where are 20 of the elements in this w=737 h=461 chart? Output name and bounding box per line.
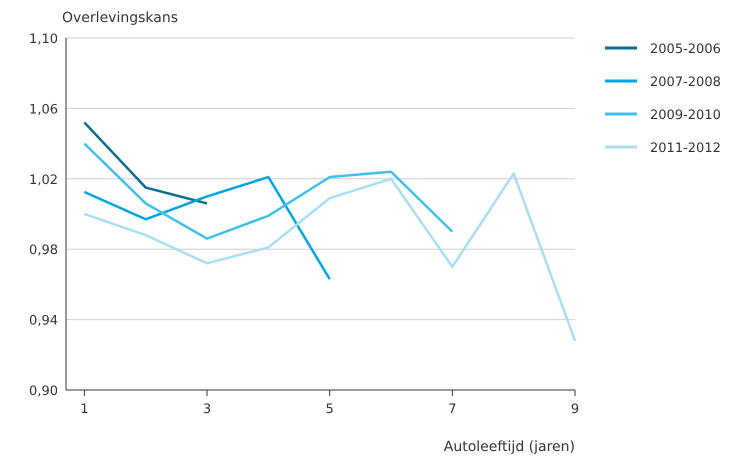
legend-label: 2005-2006 (650, 42, 721, 57)
line-series (83, 172, 576, 342)
y-tick-label: 0,98 (29, 243, 58, 258)
y-tick-label: 0,90 (29, 384, 58, 399)
line-series (83, 142, 454, 240)
x-tick-label: 1 (80, 402, 89, 417)
x-tick-label: 9 (570, 402, 580, 417)
y-tick-label: 1,02 (29, 172, 58, 188)
x-tick-label: 5 (326, 402, 334, 417)
x-tick-label: 7 (448, 402, 456, 417)
x-axis-title: Autoleeftijd (jaren) (444, 439, 575, 455)
x-tick-label: 3 (202, 402, 212, 417)
legend-label: 2009-2010 (650, 108, 721, 123)
y-tick-label: 1,06 (29, 102, 58, 118)
legend-label: 2007-2008 (650, 75, 721, 90)
y-tick-label: 0,94 (29, 314, 58, 329)
legend-label: 2011-2012 (650, 141, 721, 156)
line-series (83, 176, 331, 280)
y-tick-label: 1,10 (29, 32, 58, 47)
y-axis-title: Overlevingskans (62, 10, 178, 26)
